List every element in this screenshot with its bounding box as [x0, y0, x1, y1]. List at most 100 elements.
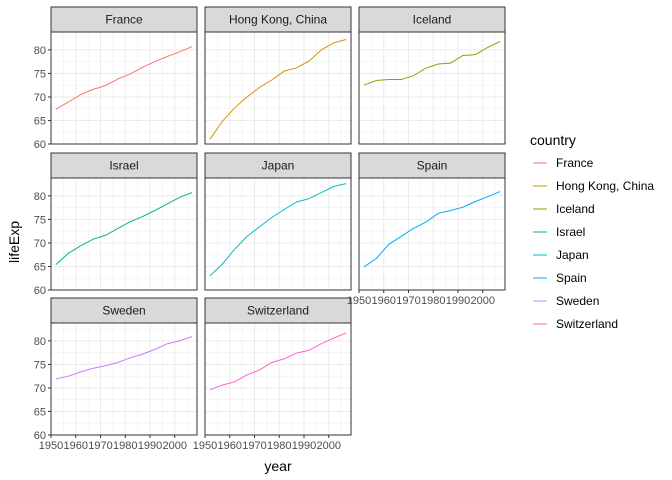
- x-tick-label: 1980: [113, 440, 137, 452]
- strip-iceland: [358, 6, 506, 33]
- data-point-sweden: [80, 371, 81, 372]
- strip-label-japan: Japan: [262, 159, 295, 173]
- data-point-switzerland: [209, 389, 210, 390]
- data-point-japan: [296, 202, 297, 203]
- data-point-spain: [363, 266, 364, 267]
- data-point-hong-kong-china: [284, 71, 285, 72]
- data-point-hong-kong-china: [271, 80, 272, 81]
- series-line-japan: [209, 183, 347, 277]
- data-point-spain: [401, 236, 402, 237]
- data-point-sweden: [130, 357, 131, 358]
- data-point-france: [179, 51, 180, 52]
- legend: country France Hong Kong, China Iceland Isr…: [530, 132, 654, 331]
- data-point-france: [130, 73, 131, 74]
- panel-border-france: [50, 31, 198, 145]
- x-tick-label: 1960: [372, 295, 396, 307]
- legend-title: country: [530, 132, 576, 148]
- data-point-israel: [130, 221, 131, 222]
- strip-switzerland: [204, 297, 352, 324]
- data-point-israel: [55, 264, 56, 265]
- x-tick-label: 2000: [316, 440, 340, 452]
- data-point-israel: [80, 245, 81, 246]
- data-point-sweden: [154, 349, 155, 350]
- strip-label-spain: Spain: [417, 159, 448, 173]
- x-tick-label: 1990: [138, 440, 162, 452]
- data-point-japan: [234, 249, 235, 250]
- data-point-hong-kong-china: [209, 139, 210, 140]
- data-point-hong-kong-china: [222, 121, 223, 122]
- data-point-japan: [321, 192, 322, 193]
- data-point-spain: [438, 213, 439, 214]
- data-point-iceland: [487, 47, 488, 48]
- data-point-hong-kong-china: [308, 61, 309, 62]
- data-point-sweden: [68, 376, 69, 377]
- series-line-sweden: [55, 336, 193, 380]
- data-point-iceland: [475, 54, 476, 55]
- x-tick-label: 1980: [421, 295, 445, 307]
- panel-border-iceland: [358, 31, 506, 145]
- facet-iceland: Iceland: [358, 6, 506, 145]
- x-tick-label: 1980: [267, 440, 291, 452]
- strip-label-sweden: Sweden: [102, 304, 145, 318]
- facet-sweden: Sweden: [50, 297, 198, 436]
- data-point-france: [192, 46, 193, 47]
- strip-france: [50, 6, 198, 33]
- data-point-iceland: [388, 79, 389, 80]
- x-tick-label: 1960: [218, 440, 242, 452]
- data-point-france: [68, 102, 69, 103]
- facet-israel: Israel: [50, 152, 198, 291]
- series-line-switzerland: [209, 332, 347, 391]
- series-line-spain: [363, 191, 501, 268]
- data-point-switzerland: [346, 332, 347, 333]
- data-point-switzerland: [308, 350, 309, 351]
- data-point-hong-kong-china: [259, 87, 260, 88]
- data-point-france: [167, 56, 168, 57]
- data-point-spain: [376, 258, 377, 259]
- x-tick-label: 1960: [64, 440, 88, 452]
- data-point-france: [80, 94, 81, 95]
- data-point-iceland: [363, 85, 364, 86]
- data-point-france: [105, 85, 106, 86]
- facet-panels: France Hong Kong, China Iceland Israel Japan…: [50, 6, 506, 436]
- x-tick-label: 1970: [396, 295, 420, 307]
- data-point-israel: [154, 210, 155, 211]
- strip-hong-kong-china: [204, 6, 352, 33]
- data-point-switzerland: [296, 353, 297, 354]
- y-tick-label: 80: [34, 336, 46, 348]
- panel-border-japan: [204, 177, 352, 291]
- data-point-sweden: [167, 343, 168, 344]
- panel-border-israel: [50, 177, 198, 291]
- data-point-israel: [93, 239, 94, 240]
- data-point-sweden: [179, 340, 180, 341]
- data-point-switzerland: [234, 381, 235, 382]
- legend-label-spain: Spain: [556, 271, 587, 285]
- x-tick-label: 1970: [242, 440, 266, 452]
- data-point-hong-kong-china: [296, 67, 297, 68]
- data-point-france: [154, 61, 155, 62]
- x-tick-label: 1950: [347, 295, 371, 307]
- data-point-spain: [487, 196, 488, 197]
- x-tick-label: 2000: [470, 295, 494, 307]
- y-tick-label: 75: [34, 68, 46, 80]
- data-point-hong-kong-china: [321, 49, 322, 50]
- data-point-hong-kong-china: [333, 42, 334, 43]
- panel-border-sweden: [50, 322, 198, 436]
- facet-france: France: [50, 6, 198, 145]
- data-point-japan: [247, 236, 248, 237]
- data-point-spain: [500, 191, 501, 192]
- data-point-iceland: [425, 68, 426, 69]
- data-point-iceland: [401, 79, 402, 80]
- data-point-switzerland: [333, 338, 334, 339]
- y-tick-label: 70: [34, 383, 46, 395]
- y-tick-label: 75: [34, 359, 46, 371]
- data-point-hong-kong-china: [346, 39, 347, 40]
- x-axis-title: year: [264, 458, 292, 474]
- y-tick-label: 65: [34, 406, 46, 418]
- data-point-sweden: [192, 336, 193, 337]
- panel-border-switzerland: [204, 322, 352, 436]
- data-point-iceland: [462, 55, 463, 56]
- data-point-israel: [117, 228, 118, 229]
- panel-border-hong-kong-china: [204, 31, 352, 145]
- data-point-france: [93, 89, 94, 90]
